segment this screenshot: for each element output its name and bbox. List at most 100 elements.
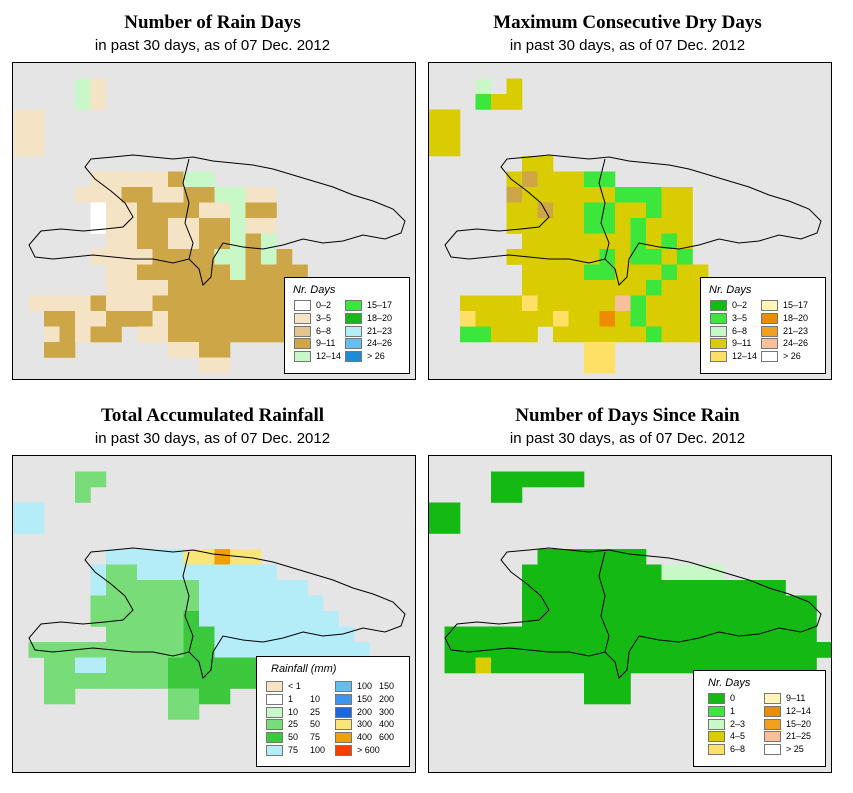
grid-cell — [522, 218, 538, 234]
grid-cell — [13, 502, 29, 519]
grid-cell — [739, 595, 755, 612]
grid-cell — [646, 218, 662, 234]
legend-label: 21–23 — [367, 325, 393, 336]
grid-cell — [460, 642, 476, 658]
legend-swatch — [345, 300, 362, 311]
grid-cell — [739, 611, 755, 627]
grid-cell — [199, 171, 215, 188]
grid-cell — [90, 564, 107, 581]
grid-cell — [491, 642, 507, 658]
grid-cell — [183, 342, 200, 358]
grid-cell — [553, 233, 569, 250]
grid-cell — [183, 264, 200, 281]
grid-cell — [661, 264, 678, 281]
grid-cell — [338, 626, 355, 643]
grid-cell — [584, 549, 600, 565]
island-outline — [444, 154, 822, 286]
grid-cell — [537, 311, 554, 327]
grid-cell — [630, 549, 647, 565]
legend-label-high: 100 — [310, 745, 326, 755]
grid-cell — [183, 202, 200, 219]
grid-cell — [584, 673, 600, 689]
grid-cell — [630, 564, 647, 581]
grid-cell — [168, 688, 184, 705]
grid-cell — [599, 657, 616, 674]
grid-cell — [44, 657, 60, 674]
grid-cell — [553, 611, 569, 627]
grid-cell — [230, 564, 246, 581]
border-line — [182, 158, 194, 260]
grid-cell — [90, 94, 107, 110]
grid-cell — [230, 580, 246, 596]
grid-cell — [261, 202, 277, 219]
dry-days-legend: Nr. Days 0–2 3–5 6–8 9–11 12–14 15–17 18–20 21–… — [700, 277, 826, 374]
grid-cell — [630, 311, 647, 327]
grid-cell — [121, 218, 138, 234]
grid-cell — [168, 549, 184, 565]
grid-cell — [522, 233, 538, 250]
grid-cell — [584, 657, 600, 674]
grid-cell — [630, 580, 647, 596]
grid-cell — [661, 218, 678, 234]
grid-cell — [506, 218, 523, 234]
grid-cell — [230, 611, 246, 627]
grid-cell — [429, 140, 445, 157]
grid-cell — [276, 264, 293, 281]
grid-cell — [646, 326, 662, 343]
grid-cell — [491, 94, 507, 110]
grid-cell — [230, 280, 246, 296]
legend-label-low: 200 — [357, 706, 373, 717]
grid-cell — [75, 295, 91, 312]
grid-cell — [568, 564, 585, 581]
grid-cell — [75, 657, 91, 674]
legend-swatch — [764, 744, 781, 756]
grid-cell — [553, 249, 569, 265]
grid-cell — [506, 171, 523, 188]
grid-cell — [28, 109, 45, 126]
grid-cell — [121, 549, 138, 565]
grid-cell — [584, 342, 600, 358]
grid-cell — [59, 326, 76, 343]
legend-title: Nr. Days — [708, 677, 751, 689]
legend-swatch — [335, 693, 352, 705]
grid-cell — [106, 171, 122, 188]
grid-cell — [137, 611, 153, 627]
grid-cell — [59, 657, 76, 674]
grid-cell — [75, 673, 91, 689]
grid-cell — [553, 564, 569, 581]
grid-cell — [754, 642, 771, 658]
grid-cell — [199, 673, 215, 689]
grid-cell — [444, 109, 461, 126]
grid-cell — [199, 564, 215, 581]
grid-cell — [584, 171, 600, 188]
grid-cell — [214, 218, 231, 234]
grid-cell — [801, 657, 817, 674]
grid-cell — [245, 642, 262, 658]
grid-cell — [90, 642, 107, 658]
grid-cell — [183, 249, 200, 265]
grid-cell — [137, 595, 153, 612]
grid-cell — [75, 78, 91, 95]
legend-label-high: 150 — [379, 681, 395, 691]
grid-cell — [261, 626, 277, 643]
grid-cell — [59, 311, 76, 327]
legend-label: 9–11 — [316, 338, 336, 349]
grid-cell — [168, 171, 184, 188]
grid-cell — [137, 171, 153, 188]
grid-cell — [723, 657, 740, 674]
border-line — [598, 551, 610, 653]
grid-cell — [199, 280, 215, 296]
grid-cell — [183, 642, 200, 658]
since-rain-grid — [429, 471, 831, 705]
grid-cell — [522, 156, 538, 172]
grid-cell — [475, 626, 492, 643]
border-line — [598, 158, 610, 260]
grid-cell — [106, 611, 122, 627]
legend-label: 3–5 — [732, 312, 748, 323]
grid-cell — [106, 595, 122, 612]
grid-cell — [199, 357, 215, 374]
panel-subtitle: in past 30 days, as of 07 Dec. 2012 — [509, 430, 746, 447]
grid-cell — [214, 549, 231, 565]
legend-swatch — [764, 705, 781, 717]
grid-cell — [677, 642, 693, 658]
